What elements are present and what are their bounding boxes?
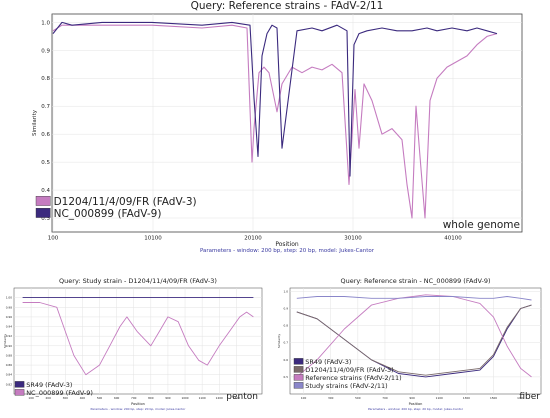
x-axis-label: Position (409, 402, 423, 406)
x-tick-label: 1000 (181, 396, 188, 400)
y-tick-label: 0.7 (41, 104, 50, 110)
legend-swatch (35, 207, 51, 218)
y-tick-label: 1.0 (41, 20, 50, 26)
y-tick-label: 0.4 (41, 188, 50, 194)
x-tick-label: 700 (382, 396, 388, 400)
x-tick-label: 1100 (436, 396, 443, 400)
x-tick-label: 1300 (233, 396, 240, 400)
x-tick-label: 800 (148, 396, 154, 400)
y-tick-label: 1.00 (6, 296, 12, 300)
chart-2: 0.82 0.84 0.86 0.88 0.90 0.92 0.94 0.96 0.98 1.00… (3, 277, 263, 411)
x-tick-label: 30100 (344, 236, 362, 242)
x-tick-label: 20100 (244, 236, 262, 242)
plot-frame (289, 287, 542, 395)
x-tick-label: 300 (328, 396, 334, 400)
legend-swatch (293, 366, 304, 373)
legend-label: D1204/11/4/09/FR (FAdV-3) (305, 366, 394, 374)
y-tick-label: 0.8 (41, 76, 50, 82)
y-tick-label: 0.5 (284, 375, 289, 379)
y-tick-label: 0.6 (41, 132, 50, 138)
y-tick-label: 0.88 (6, 353, 12, 357)
parameters-footer: Parameters - window: 200 bp, step: 20 bp… (368, 407, 464, 411)
legend-swatch (14, 389, 25, 396)
x-tick-label: 400 (80, 396, 86, 400)
y-tick-label: 0.9 (284, 306, 289, 310)
y-tick-label: 0.5 (41, 160, 50, 166)
series-line-1 (52, 24, 498, 219)
y-tick-label: 0.96 (6, 315, 12, 319)
chart-title: Query: Reference strains - FAdV-2/11 (191, 0, 384, 12)
y-tick-label: 0.9 (41, 48, 50, 54)
x-axis-label: Position (131, 402, 145, 406)
y-tick-label: 1.0 (284, 289, 289, 293)
y-tick-label: 0.6 (284, 358, 289, 362)
chart-3: 0.5 0.6 0.7 0.8 0.9 1.0 100 300 500 700 900 1100 130… (277, 277, 542, 411)
x-tick-label: 200 (46, 396, 52, 400)
series-line-2 (296, 304, 532, 376)
parameters-footer: Parameters - window: 200 bp, step: 20 bp… (200, 248, 375, 254)
x-tick-label: 1500 (490, 396, 497, 400)
x-tick-label: 500 (355, 396, 361, 400)
y-tick-label: 0.86 (6, 363, 12, 367)
y-tick-label: 0.92 (6, 334, 12, 338)
y-tick-label: 0.82 (6, 382, 12, 386)
x-tick-label: 700 (131, 396, 137, 400)
legend-label: D1204/11/4/09/FR (FAdV-3) (54, 196, 197, 208)
legend-swatch (293, 374, 304, 381)
legend-swatch (35, 195, 51, 206)
series-line-2 (52, 21, 498, 177)
series-line-3 (296, 294, 532, 378)
x-tick-label: 1100 (199, 396, 206, 400)
panel-annotation: penton (226, 392, 258, 402)
x-tick-label: 1300 (463, 396, 470, 400)
y-tick-label: 0.8 (284, 324, 289, 328)
x-tick-label: 900 (409, 396, 415, 400)
legend-label: NC_000899 (FAdV-9) (54, 208, 162, 220)
x-tick-label: 100 (28, 396, 34, 400)
y-axis-label: Similarity (277, 334, 281, 348)
x-tick-label: 40100 (444, 236, 462, 242)
chart-title: Query: Study strain - D1204/11/4/09/FR (… (59, 277, 217, 285)
legend-label: SR49 (FAdV-3) (305, 358, 351, 366)
legend-label: Study strains (FAdV-2/11) (305, 382, 387, 390)
y-axis-label: Similarity (3, 334, 7, 348)
series-line-4 (296, 296, 532, 301)
legend-swatch (14, 381, 25, 388)
chart-1: 0.3 0.4 0.5 0.6 0.7 0.8 0.9 1.0 100 10100 20100 301… (32, 0, 523, 254)
legend-swatch (293, 358, 304, 365)
x-tick-label: 900 (165, 396, 171, 400)
y-tick-label: 0.7 (284, 341, 289, 345)
parameters-footer: Parameters - window: 200 bp, step: 20 bp… (91, 407, 187, 411)
legend-label: Reference strains (FAdV-2/11) (305, 374, 401, 382)
panel-annotation: fiber (519, 392, 540, 402)
legend-swatch (293, 382, 304, 389)
x-tick-label: 300 (63, 396, 69, 400)
x-tick-label: 1700 (517, 396, 524, 400)
plot-frame (13, 287, 263, 395)
x-tick-label: 600 (114, 396, 120, 400)
x-tick-label: 1200 (216, 396, 223, 400)
x-axis-label: Position (275, 241, 299, 248)
x-tick-label: 100 (301, 396, 307, 400)
y-tick-label: 0.94 (6, 325, 12, 329)
y-tick-label: 0.84 (6, 373, 12, 377)
x-tick-label: 10100 (144, 236, 162, 242)
y-axis-label: Similarity (32, 109, 38, 136)
y-tick-label: 0.98 (6, 305, 12, 309)
legend-label: NC_000899 (FAdV-9) (26, 389, 93, 397)
y-tick-label: 0.3 (41, 216, 50, 222)
legend-label: SR49 (FAdV-3) (26, 381, 72, 389)
series-line-2 (22, 302, 254, 376)
panel-annotation: whole genome (443, 219, 520, 231)
chart-title: Query: Reference strain - NC_000899 (FAd… (340, 277, 490, 285)
y-tick-label: 0.90 (6, 344, 12, 348)
x-tick-label: 500 (97, 396, 103, 400)
x-tick-label: 100 (48, 236, 59, 242)
